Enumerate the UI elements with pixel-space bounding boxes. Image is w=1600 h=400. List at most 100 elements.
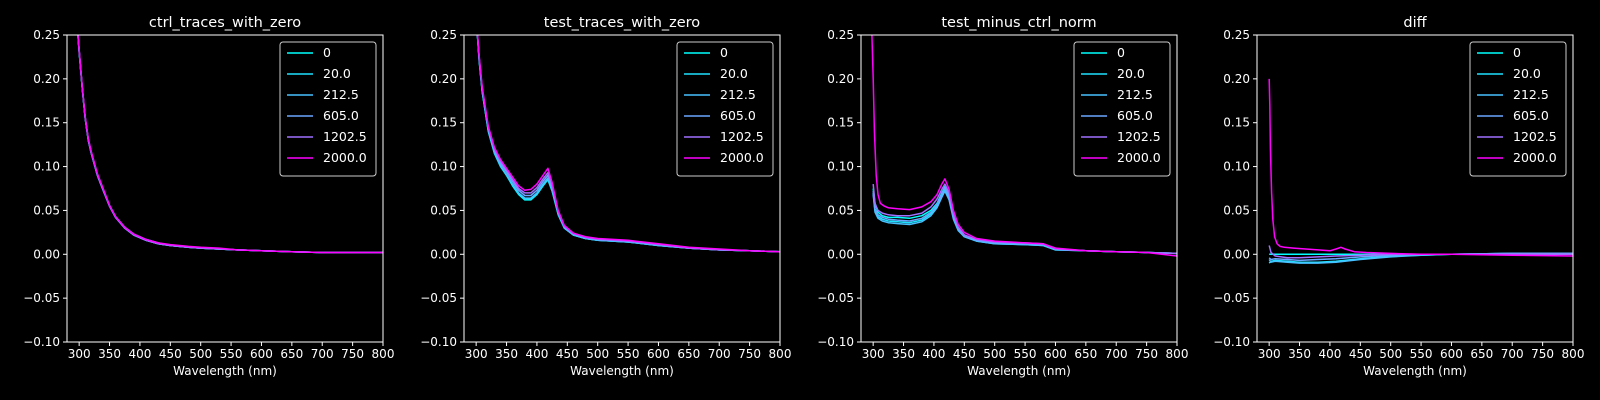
x-tick-label: 350: [892, 347, 915, 361]
y-tick-label: 0.20: [430, 72, 457, 86]
legend-entry-label: 2000.0: [323, 150, 367, 165]
y-tick-label: −0.10: [817, 335, 854, 349]
x-tick-label: 450: [953, 347, 976, 361]
legend-entry-label: 212.5: [720, 87, 756, 102]
x-tick-label: 650: [280, 347, 303, 361]
x-axis-label: Wavelength (nm): [570, 364, 674, 378]
y-tick-label: 0.10: [827, 160, 854, 174]
legend-entry-label: 2000.0: [720, 150, 764, 165]
x-tick-label: 400: [922, 347, 945, 361]
legend-frame: [676, 41, 774, 177]
x-tick-label: 300: [1258, 347, 1281, 361]
legend-entry-label: 20.0: [720, 66, 748, 81]
y-tick-label: 0.00: [33, 247, 60, 261]
x-tick-label: 500: [983, 347, 1006, 361]
x-axis-label: Wavelength (nm): [1363, 364, 1467, 378]
legend-entry-label: 212.5: [323, 87, 359, 102]
series-group: [1268, 78, 1573, 264]
x-tick-label: 500: [189, 347, 212, 361]
series-group: [77, 35, 383, 254]
x-tick-label: 600: [1440, 347, 1463, 361]
x-tick-label: 800: [769, 347, 792, 361]
series-line-1202-5: [476, 35, 780, 253]
y-tick-label: −0.10: [1213, 335, 1250, 349]
axes-frame: [860, 34, 1178, 343]
x-tick-label: 550: [1014, 347, 1037, 361]
x-tick-label: 350: [98, 347, 121, 361]
legend-frame: [279, 41, 377, 177]
legend-entry-label: 20.0: [1117, 66, 1145, 81]
y-tick-label: 0.15: [33, 116, 60, 130]
x-tick-label: 700: [311, 347, 334, 361]
legend-entry-label: 1202.5: [323, 129, 367, 144]
legend-frame: [1469, 41, 1567, 177]
x-tick-label: 700: [1501, 347, 1524, 361]
x-tick-label: 300: [465, 347, 488, 361]
legend-entry-label: 1202.5: [720, 129, 764, 144]
legend-entry-label: 0: [720, 45, 728, 60]
series-line-2000-0: [1268, 78, 1573, 257]
subplot-4: 300 350 400 450 500 550 600 650 700 750 800 −0.10 −0…: [1213, 15, 1584, 378]
x-axis-label: Wavelength (nm): [967, 364, 1071, 378]
y-tick-label: −0.10: [420, 335, 457, 349]
y-tick-label: −0.05: [23, 291, 60, 305]
y-tick-label: 0.15: [1223, 116, 1250, 130]
x-tick-label: 300: [68, 347, 91, 361]
chart-title: test_minus_ctrl_norm: [941, 15, 1096, 31]
x-tick-label: 800: [372, 347, 395, 361]
legend-entry-label: 605.0: [1513, 108, 1549, 123]
y-tick-label: −0.10: [23, 335, 60, 349]
y-tick-label: 0.10: [33, 160, 60, 174]
y-tick-label: 0.20: [827, 72, 854, 86]
legend: 0 20.0 212.5 605.0 1202.5 2000.0: [1469, 41, 1567, 177]
x-tick-label: 600: [1044, 347, 1067, 361]
x-tick-label: 550: [220, 347, 243, 361]
x-tick-label: 700: [708, 347, 731, 361]
legend-entry-label: 212.5: [1513, 87, 1549, 102]
subplot-1: 300 350 400 450 500 550 600 650 700 750 800 −0.10 −0…: [23, 15, 394, 378]
y-tick-label: −0.05: [1213, 291, 1250, 305]
y-tick-label: 0.15: [827, 116, 854, 130]
subplot-3: 300 350 400 450 500 550 600 650 700 750 800 −0.10 −0…: [817, 15, 1188, 378]
legend-entry-label: 1202.5: [1513, 129, 1557, 144]
x-tick-label: 750: [738, 347, 761, 361]
y-tick-label: 0.05: [827, 203, 854, 217]
y-tick-label: −0.05: [420, 291, 457, 305]
x-tick-label: 650: [1470, 347, 1493, 361]
legend-entry-label: 20.0: [1513, 66, 1541, 81]
x-tick-label: 400: [525, 347, 548, 361]
x-tick-label: 500: [1379, 347, 1402, 361]
x-tick-label: 800: [1166, 347, 1189, 361]
x-tick-label: 800: [1562, 347, 1585, 361]
chart-title: diff: [1403, 15, 1427, 31]
y-tick-label: 0.15: [430, 116, 457, 130]
x-tick-label: 450: [1349, 347, 1372, 361]
y-tick-label: −0.05: [817, 291, 854, 305]
y-tick-label: 0.20: [1223, 72, 1250, 86]
series-line-2000-0: [476, 35, 780, 253]
y-tick-label: 0.25: [827, 28, 854, 42]
x-tick-label: 600: [250, 347, 273, 361]
x-tick-label: 700: [1105, 347, 1128, 361]
legend-entry-label: 0: [1117, 45, 1125, 60]
series-line-212-5: [476, 35, 780, 253]
axes-frame: [1256, 34, 1574, 343]
y-tick-label: 0.05: [430, 203, 457, 217]
y-tick-label: 0.20: [33, 72, 60, 86]
x-tick-label: 550: [1410, 347, 1433, 361]
y-tick-label: 0.10: [1223, 160, 1250, 174]
x-tick-label: 500: [586, 347, 609, 361]
subplot-2: 300 350 400 450 500 550 600 650 700 750 800 −0.10 −0…: [420, 15, 791, 378]
y-tick-label: 0.25: [33, 28, 60, 42]
legend-entry-label: 1202.5: [1117, 129, 1161, 144]
y-tick-label: 0.25: [1223, 28, 1250, 42]
x-tick-label: 300: [862, 347, 885, 361]
x-tick-label: 550: [617, 347, 640, 361]
x-tick-label: 750: [1135, 347, 1158, 361]
y-tick-label: 0.00: [827, 247, 854, 261]
axes-frame: [66, 34, 384, 343]
x-tick-label: 650: [677, 347, 700, 361]
x-tick-label: 350: [1288, 347, 1311, 361]
x-tick-label: 600: [647, 347, 670, 361]
